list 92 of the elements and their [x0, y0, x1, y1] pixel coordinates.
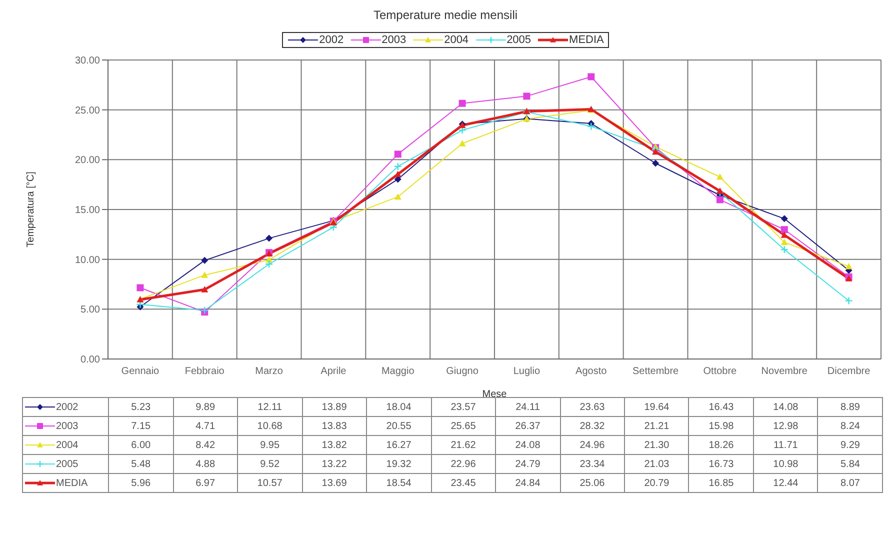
chart-title: Temperature medie mensili [372, 8, 519, 22]
data-label: 23.34 [560, 454, 624, 474]
data-label: 21.21 [624, 416, 689, 436]
legend-label: 2003 [380, 34, 406, 46]
data-label: 10.57 [238, 474, 302, 492]
data-label: 8.42 [173, 436, 238, 454]
data-label: 9.29 [818, 436, 882, 454]
y-tick-label: 5.00 [80, 304, 100, 316]
data-label: 23.45 [431, 474, 496, 492]
data-label: 18.04 [366, 398, 432, 416]
data-label: 21.62 [431, 436, 496, 454]
text: MEDIA [56, 478, 88, 488]
x-tick-label: Settembre [632, 366, 680, 378]
text: 2004 [56, 440, 78, 450]
text: 2003 [56, 420, 78, 432]
x-tick-label: Novembre [761, 366, 808, 378]
data-label: 6.00 [108, 436, 174, 454]
legend-label: 2005 [506, 34, 532, 46]
data-label: 16.73 [688, 454, 754, 474]
data-label: 24.84 [496, 474, 560, 492]
y-tick-label: 15.00 [74, 205, 100, 216]
data-label: 15.98 [688, 416, 754, 436]
data-label: 20.55 [366, 416, 432, 436]
y-tick-label: 0.00 [80, 354, 100, 366]
data-label: 6.97 [173, 474, 238, 492]
data-label: 14.08 [753, 398, 818, 416]
x-tick-label: Gennaio [121, 366, 160, 378]
data-label: 10.98 [753, 454, 818, 474]
x-tick-label: Ottobre [703, 366, 738, 378]
data-label: 5.23 [108, 398, 174, 416]
y-tick-label: 30.00 [74, 56, 100, 67]
data-label: 12.11 [238, 398, 302, 416]
data-label: 5.84 [818, 454, 882, 474]
x-tick-label: Aprile [320, 366, 347, 378]
data-label: 13.89 [302, 398, 367, 416]
data-label: 25.65 [431, 416, 496, 436]
y-tick-label: 25.00 [74, 105, 100, 116]
x-tick-label: Dicembre [827, 366, 871, 378]
data-label: 13.83 [302, 416, 367, 436]
data-label: 24.96 [560, 436, 624, 454]
y-tick-label: 20.00 [74, 155, 100, 166]
data-label: 13.82 [302, 436, 367, 454]
data-label: 28.32 [560, 416, 624, 436]
x-axis-title: Mese [482, 389, 508, 400]
data-label: 8.07 [818, 474, 882, 492]
data-label: 19.64 [624, 398, 689, 416]
data-label: 5.96 [108, 474, 174, 492]
data-label: 21.03 [624, 454, 689, 474]
text: 2005 [56, 458, 78, 470]
legend-label: 2004 [443, 34, 469, 46]
data-label: 16.85 [688, 474, 754, 492]
data-label: 8.89 [818, 398, 882, 416]
data-label: 24.08 [496, 436, 560, 454]
data-label: 16.27 [366, 436, 432, 454]
text: 2002 [56, 402, 78, 412]
data-label: 18.54 [366, 474, 432, 492]
data-label: 4.71 [173, 416, 238, 436]
data-label: 24.79 [496, 454, 560, 474]
x-tick-label: Luglio [513, 366, 540, 378]
data-label: 9.89 [173, 398, 238, 416]
data-label: 25.06 [560, 474, 624, 492]
data-label: 11.71 [753, 436, 818, 454]
data-label: 24.11 [516, 402, 540, 412]
data-label: 23.63 [560, 398, 624, 416]
x-tick-label: Marzo [255, 366, 284, 378]
data-label: 22.96 [431, 454, 496, 474]
data-label: 7.15 [108, 416, 174, 436]
legend-label: MEDIA [568, 34, 604, 46]
data-label: 8.24 [818, 416, 882, 436]
data-label: 4.88 [173, 454, 238, 474]
y-axis-title: Temperatura [°C] [26, 171, 37, 248]
data-label: 12.44 [753, 474, 818, 492]
y-tick-label: 10.00 [74, 254, 100, 266]
data-label: 10.68 [238, 416, 302, 436]
x-tick-label: Maggio [381, 366, 415, 378]
data-label: 5.48 [108, 454, 174, 474]
data-label: 19.32 [366, 454, 432, 474]
data-label: 12.98 [753, 416, 818, 436]
data-label: 18.26 [688, 436, 754, 454]
data-label: 20.79 [624, 474, 689, 492]
legend-label: 2002 [318, 34, 344, 46]
data-label: 13.22 [302, 454, 367, 474]
data-label: 26.37 [496, 416, 560, 436]
data-label: 16.43 [688, 398, 754, 416]
data-label: 23.57 [450, 402, 476, 412]
x-tick-label: Agosto [576, 366, 608, 378]
x-tick-label: Febbraio [184, 366, 225, 378]
data-label: 9.52 [238, 454, 302, 474]
data-label: 21.30 [624, 436, 689, 454]
data-label: 9.95 [238, 436, 302, 454]
x-tick-label: Giugno [446, 366, 479, 378]
data-label: 13.69 [302, 474, 367, 492]
